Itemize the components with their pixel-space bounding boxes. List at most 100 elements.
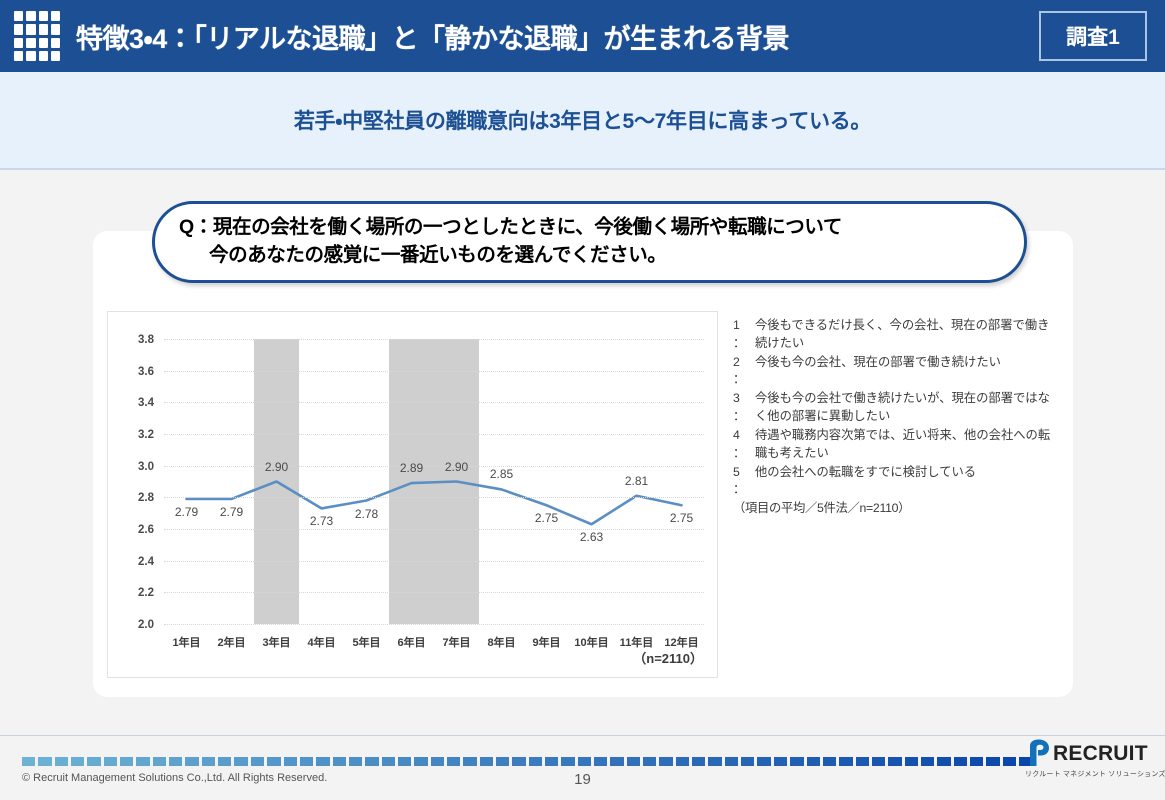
x-axis-tick-label: 5年目 [352, 637, 381, 649]
footer-dash [594, 757, 608, 766]
legend-item-number: 2 ： [733, 354, 746, 387]
y-axis-tick-label: 2.2 [138, 587, 154, 600]
footer-dash [757, 757, 771, 766]
y-axis-tick-label: 2.0 [138, 619, 154, 631]
footer-dash [1002, 757, 1016, 766]
copyright-text: © Recruit Management Solutions Co.,Ltd. … [22, 772, 328, 784]
footer-dash [888, 757, 902, 766]
footer-dash [1018, 757, 1033, 766]
legend-note: （項目の平均／5件法／n=2110） [733, 501, 911, 516]
footer-divider [0, 735, 1165, 736]
footer-dash [38, 757, 52, 766]
footer-dash [806, 757, 820, 766]
page-header: 特徴3・4：「リアルな退職」と「静かな退職」が生まれる背景 調査1 [0, 0, 1165, 72]
y-axis-tick-label: 3.8 [138, 334, 154, 346]
footer-dash [822, 757, 837, 766]
footer-dash [577, 757, 592, 766]
series-line [185, 480, 683, 526]
line-series [185, 480, 683, 526]
footer-dash [659, 757, 673, 766]
legend-item-number: 1 ： [733, 318, 746, 350]
x-axis-tick-label: 10年目 [574, 637, 609, 649]
data-label: 2.63 [579, 530, 604, 545]
footer-dash [414, 757, 428, 766]
y-axis-tick-label: 2.4 [138, 555, 154, 568]
legend-item: 5 ： 他の会社への転職をすでに検討している [733, 464, 1053, 500]
footer-dash [871, 757, 886, 766]
footer-dash [463, 757, 477, 766]
legend-item-label: 今後も今の会社、現在の部署で働き続けたい [755, 354, 1001, 369]
data-label: 2.90 [264, 459, 289, 474]
legend-item-label: 今後も今の会社で働き続けたいが、現在の部署ではなく他の部署に異動したい [755, 391, 1050, 424]
x-axis-tick-label: 4年目 [307, 637, 336, 649]
footer-dash [430, 757, 444, 766]
sample-size-note: （n=2110） [633, 651, 703, 666]
data-label: 2.90 [444, 459, 469, 474]
legend-item-number: 4 ： [733, 427, 746, 460]
footer-dash [675, 757, 690, 766]
footer-dash [185, 757, 199, 766]
footer-dash [741, 757, 755, 766]
footer-dash [201, 757, 216, 766]
data-label: 2.73 [309, 514, 334, 529]
footer-dash [839, 757, 853, 766]
x-axis-tick-label: 9年目 [532, 637, 561, 649]
y-axis-tick-label: 3.4 [138, 397, 154, 410]
footer-dash [446, 757, 461, 766]
legend-item: 3 ： 今後も今の会社で働き続けたいが、現在の部署ではなく他の部署に異動したい [733, 390, 1053, 426]
legend-item-number: 3 ： [733, 391, 746, 424]
recruit-logo-text: RECRUIT [1053, 742, 1148, 765]
legend-item-label: 今後もできるだけ長く、今の会社、現在の部署で働き続けたい [755, 318, 1050, 350]
footer-dash [218, 757, 232, 766]
gridline: 3.4 [138, 397, 704, 409]
footer-dash [610, 757, 624, 766]
footer-dash [283, 757, 297, 766]
grid-icon [14, 11, 60, 61]
footer-dash [986, 757, 1000, 766]
footer-dash [643, 757, 657, 766]
footer-dash [692, 757, 706, 766]
footer-dash [103, 757, 118, 766]
y-axis-tick-label: 3.6 [138, 365, 154, 378]
gridline: 2.0 [138, 619, 704, 631]
recruit-logo: RECRUIT リクルート マネジメント ソリューションズ [1023, 738, 1165, 784]
gridline: 2.4 [138, 556, 704, 568]
recruit-logo-subtext: リクルート マネジメント ソリューションズ [1025, 771, 1165, 778]
footer-dash [87, 757, 101, 766]
subtitle-text: 若手・中堅社員の離職意向は3年目と5～7年目に高まっている。 [293, 110, 872, 133]
footer-dash [969, 757, 984, 766]
footer-dash [937, 757, 951, 766]
x-axis-tick-label: 3年目 [262, 637, 291, 649]
footer-dash [152, 757, 167, 766]
data-label: 2.81 [624, 473, 649, 488]
footer-dash [495, 757, 510, 766]
footer-dash [626, 757, 641, 766]
gridline: 2.6 [138, 524, 704, 536]
footer-dash [855, 757, 869, 766]
page-title: 特徴3・4：「リアルな退職」と「静かな退職」が生まれる背景 [76, 23, 789, 54]
footer-dash [365, 757, 379, 766]
x-axis-tick-label: 11年目 [619, 637, 654, 649]
x-axis-tick-label: 7年目 [442, 637, 471, 649]
data-label: 2.85 [489, 467, 514, 482]
footer-dash [120, 757, 134, 766]
data-label: 2.79 [174, 504, 199, 519]
data-label: 2.79 [219, 504, 244, 519]
legend-item: 2 ： 今後も今の会社、現在の部署で働き続けたい [733, 354, 1053, 390]
footer-dash [381, 757, 395, 766]
gridline: 2.8 [138, 492, 704, 504]
footer-dash [904, 757, 918, 766]
footer-dash [545, 757, 559, 766]
data-label: 2.78 [354, 506, 379, 521]
legend-item-number: 5 ： [733, 464, 746, 497]
x-axis-tick-label: 6年目 [397, 637, 426, 649]
footer-dash [773, 757, 788, 766]
footer-dash [953, 757, 967, 766]
footer-dash [724, 757, 739, 766]
gridline: 3.8 [138, 334, 704, 346]
y-axis-tick-label: 3.0 [138, 460, 154, 473]
footer-dash [708, 757, 722, 766]
data-label: 2.75 [669, 511, 694, 526]
footer-dash [920, 757, 935, 766]
survey-badge: 調査1 [1039, 11, 1147, 61]
